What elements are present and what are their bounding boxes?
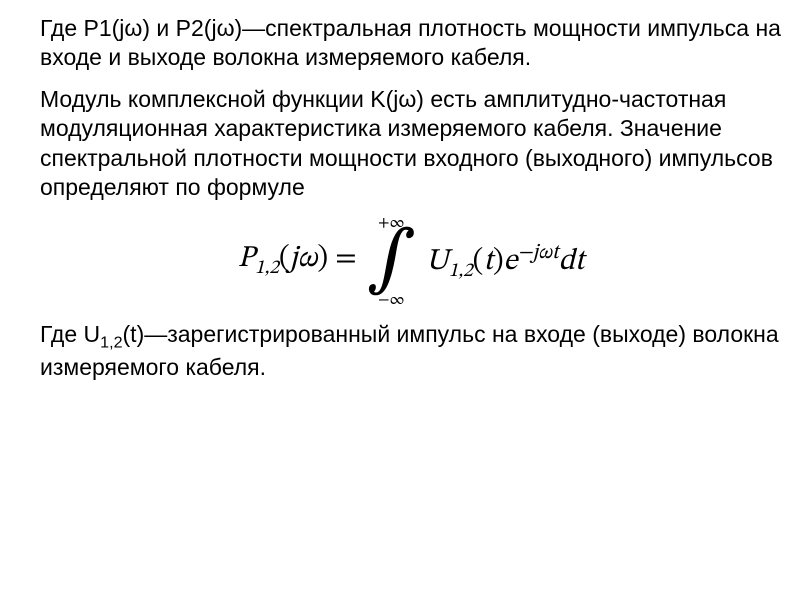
formula-integral: P1,2(jω) = +∞ ∫ −∞ U1,2(t)e−jωtdt [40,215,782,309]
paragraph-3: Где U1,2(t)—зарегистрированный импульс н… [40,320,782,383]
rhs-dt: dt [559,247,585,277]
rhs-exp: −jωt [517,242,558,263]
rhs-U-sub: 1,2 [449,261,473,281]
paragraph-2: Модуль комплексной функции K(jω) есть ам… [40,85,782,203]
lhs-open: ( [279,244,290,274]
lhs-sub: 1,2 [255,258,279,278]
int-lower-limit: −∞ [378,292,405,308]
rhs-e: e [504,247,518,277]
rhs-t-close: ) [493,247,504,277]
lhs-jw: jω [290,244,318,274]
para3-before: Где U [40,321,100,347]
integral-sign: +∞ ∫ −∞ [367,215,416,309]
int-symbol: ∫ [367,233,416,291]
formula-rhs: U1,2(t)e−jωtdt [426,242,584,282]
formula-lhs: P1,2(jω) = [238,244,357,279]
para3-after: (t)—зарегистрированный импульс на входе … [40,321,779,380]
lhs-P: P [238,244,255,274]
lhs-close-eq: ) = [317,244,356,274]
para3-sub: 1,2 [100,334,122,352]
paragraph-1: Где P1(jω) и P2(jω)—спектральная плотнос… [40,14,782,73]
rhs-U: U [426,247,449,277]
rhs-t-open: ( [473,247,484,277]
rhs-t: t [483,247,492,277]
